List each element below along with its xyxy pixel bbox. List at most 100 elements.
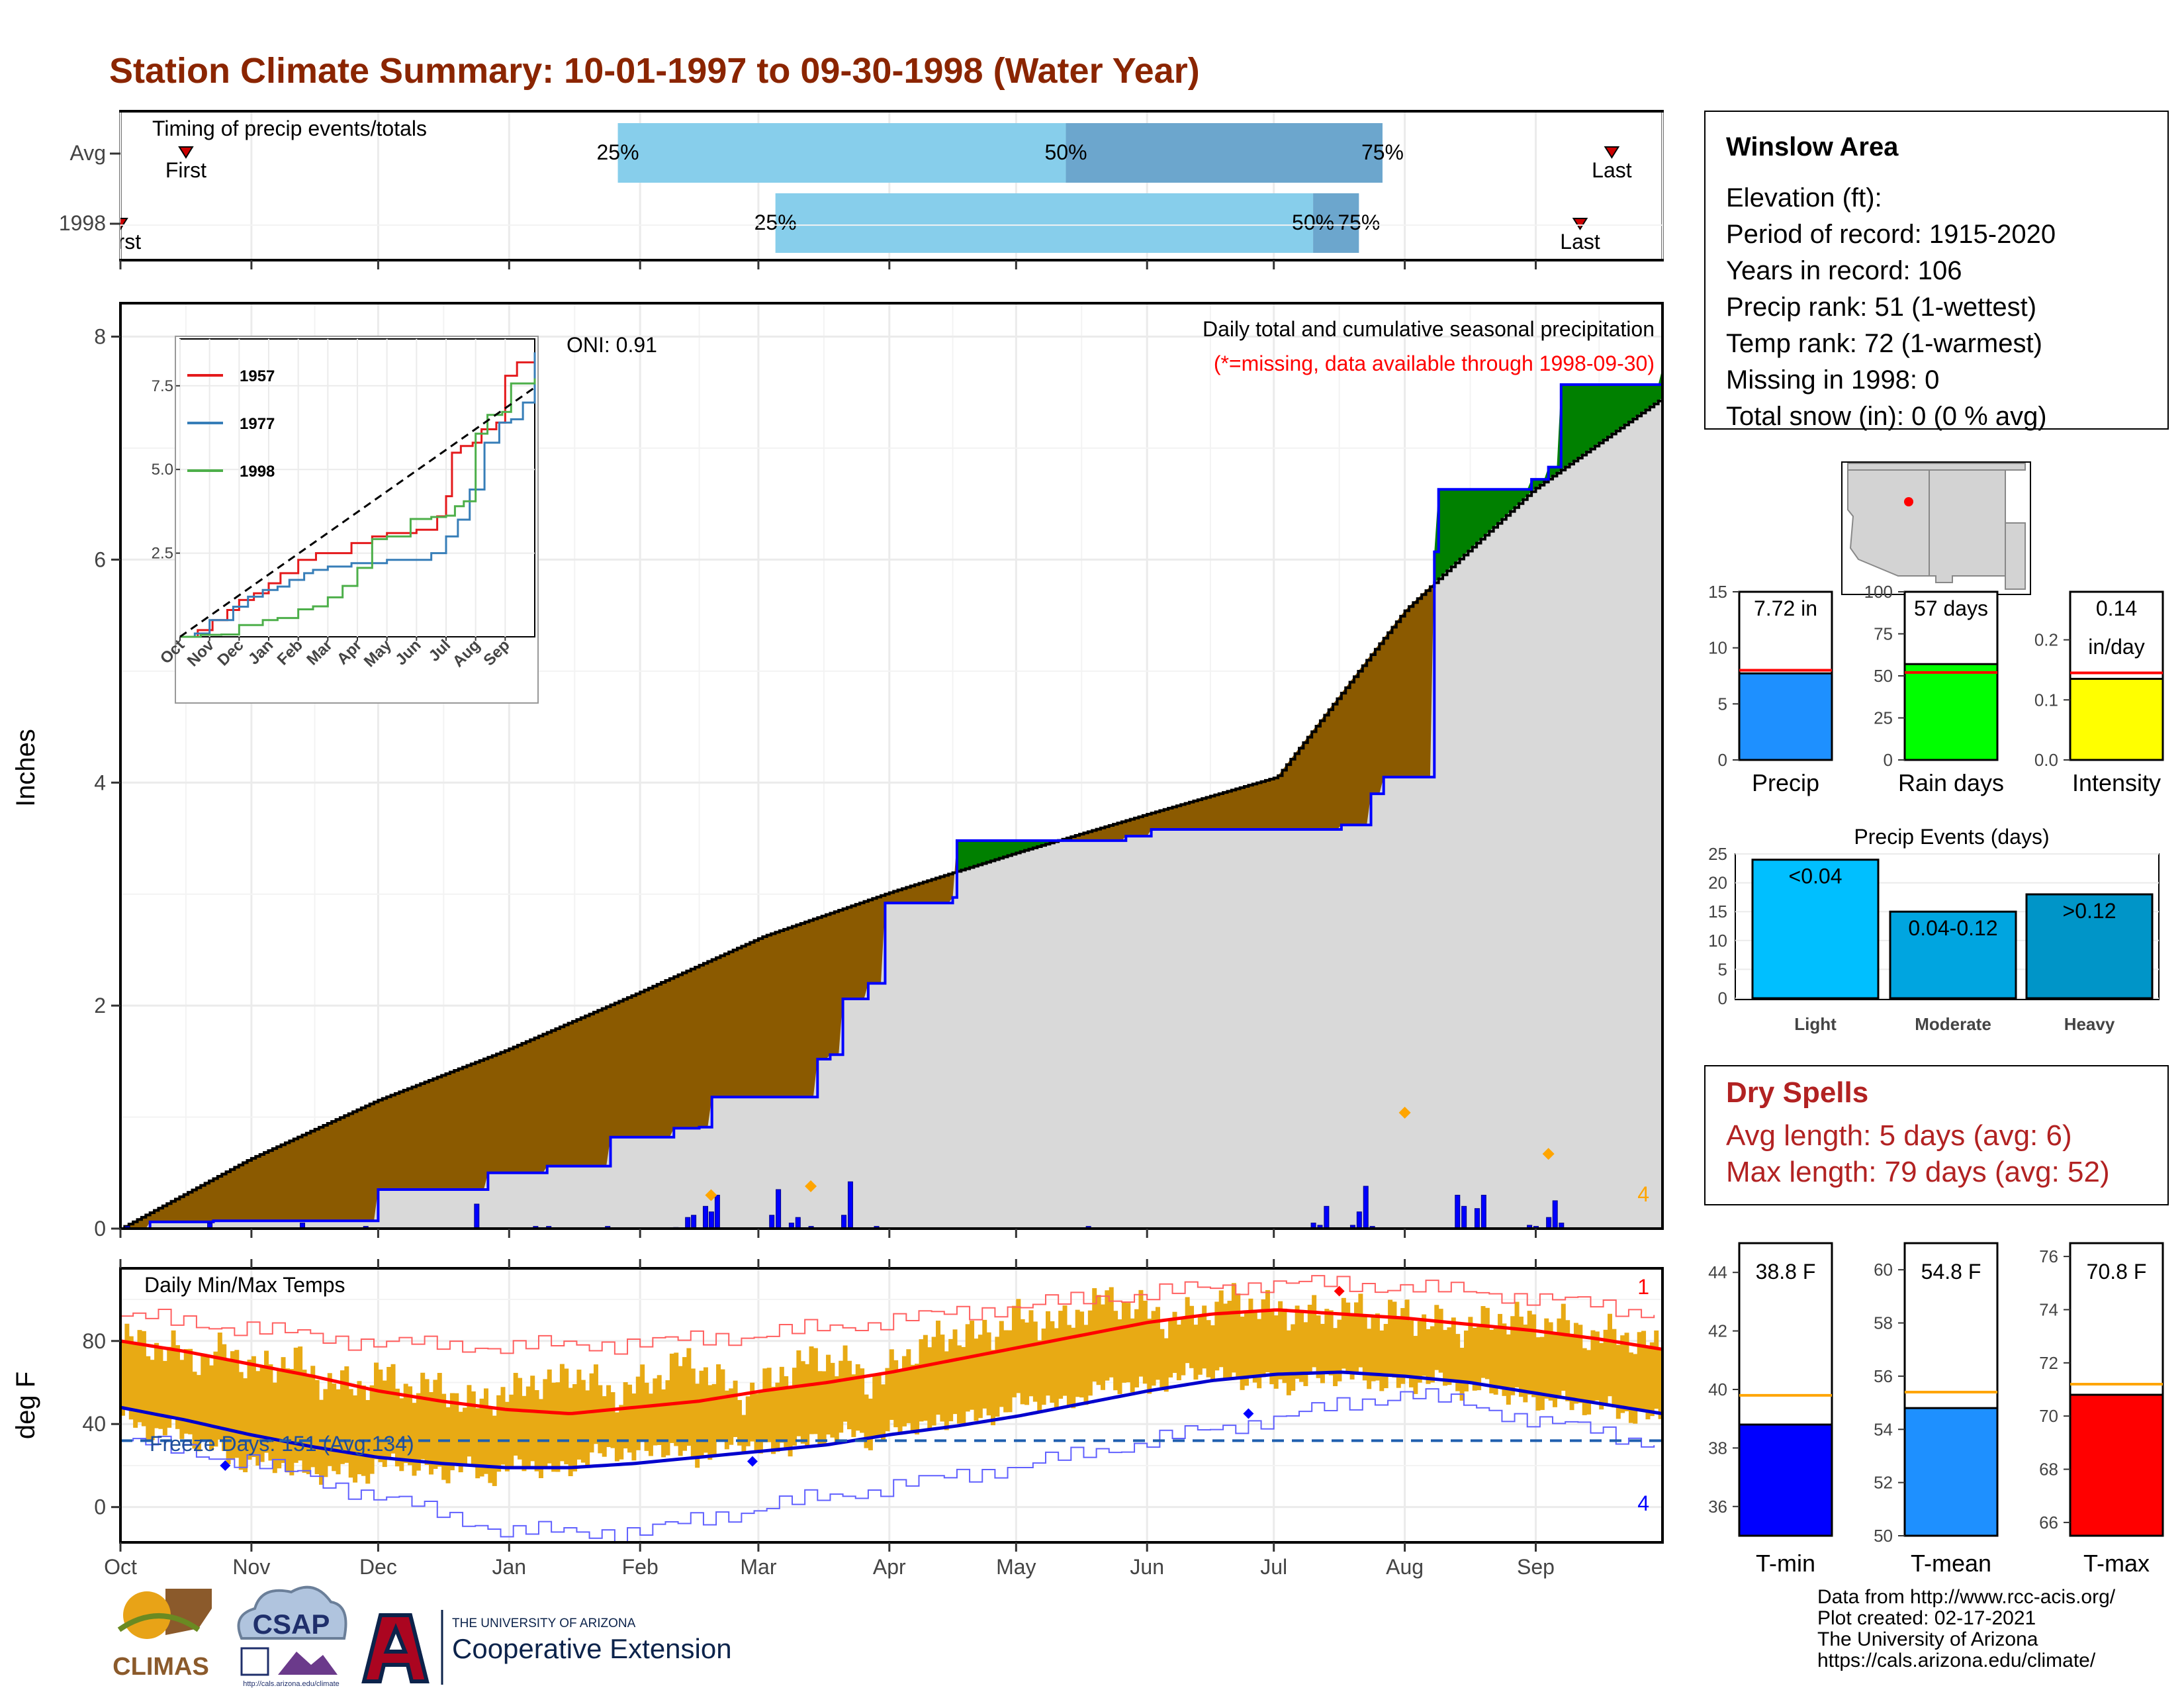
temp-extreme-marker: [220, 1460, 231, 1471]
temp-daily-bar: [1337, 1319, 1342, 1382]
precip-daily-bar: [1461, 1205, 1467, 1229]
temp-daily-bar: [188, 1348, 193, 1434]
temp-daily-bar: [846, 1360, 852, 1430]
temp-daily-bar: [1231, 1283, 1236, 1373]
temp-daily-bar: [374, 1362, 379, 1460]
temp-daily-bar: [357, 1381, 362, 1475]
precip-daily-bar: [847, 1181, 853, 1229]
mini-ytick-label: 0: [1718, 750, 1727, 770]
events-bars: 0 5 10 15 20 25 <0.04 Light 0.04-0.12 Moderate >0.…: [1708, 844, 2159, 1034]
mini-ytick-label: 54: [1874, 1419, 1893, 1439]
observed-cumulative-line: [120, 367, 1664, 1230]
temp-daily-bar: [1573, 1323, 1578, 1404]
temp-daily-bar: [602, 1396, 607, 1457]
temp-daily-bar: [420, 1372, 426, 1460]
mini-t-max: 66 68 70 72 74 76 70.8 F T-max: [2039, 1242, 2164, 1577]
temp-daily-bar: [897, 1371, 903, 1435]
temp-daily-bar: [1633, 1354, 1638, 1424]
station-location-dot: [1904, 497, 1913, 506]
temp-daily-bar: [1261, 1299, 1266, 1378]
temp-daily-bar: [1375, 1313, 1380, 1381]
temp-daily-bar: [707, 1385, 713, 1460]
temp-title: Daily Min/Max Temps: [144, 1273, 345, 1297]
events-title: Precip Events (days): [1854, 825, 2049, 849]
temp-daily-bar: [1087, 1310, 1093, 1396]
temp-daily-bar: [259, 1365, 265, 1462]
precip-daily-bar: [1474, 1208, 1480, 1229]
mini-bar: [2069, 678, 2164, 761]
precip-ytick-label: 4: [94, 771, 106, 794]
credit-line: The University of Arizona: [1817, 1628, 2038, 1650]
events-ytick-label: 0: [1718, 988, 1727, 1008]
temp-daily-bar: [927, 1347, 933, 1430]
temp-daily-bar: [1417, 1321, 1422, 1383]
events-ytick-label: 5: [1718, 959, 1727, 979]
temp-ytick-label: 0: [94, 1495, 106, 1519]
month-label-Dec: Dec: [359, 1555, 397, 1579]
mini-ytick-label: 0: [1884, 750, 1893, 770]
temp-daily-bar: [467, 1385, 472, 1457]
mini-ytick-label: 44: [1708, 1262, 1727, 1282]
month-label-Nov: Nov: [232, 1555, 270, 1579]
temp-daily-bar: [551, 1382, 557, 1472]
temp-daily-bar: [1349, 1315, 1355, 1380]
credit-line: https://cals.arizona.edu/climate/: [1817, 1650, 2096, 1671]
temp-daily-bar: [1658, 1348, 1663, 1419]
temp-daily-bar: [209, 1365, 214, 1451]
mini-value-label: 38.8 F: [1756, 1260, 1816, 1284]
temp-daily-bar: [403, 1383, 408, 1464]
mini-ytick-label: 36: [1708, 1497, 1727, 1517]
inset-legend: 1957 1977 1998: [187, 367, 275, 481]
temp-daily-bar: [572, 1383, 578, 1472]
temp-daily-bar: [1210, 1325, 1215, 1382]
timing-last-marker: [1572, 218, 1588, 230]
precip-daily-bar: [1552, 1200, 1558, 1229]
credit-line: Data from http://www.rcc-acis.org/: [1817, 1586, 2116, 1608]
temp-daily-bar: [1472, 1327, 1477, 1391]
temp-daily-bar: [154, 1342, 159, 1429]
temp-daily-bar: [606, 1385, 612, 1448]
precip-missing-note: (*=missing, data available through 1998-…: [1214, 352, 1655, 375]
temp-daily-bar: [839, 1360, 844, 1433]
precip-daily-bar: [1324, 1205, 1330, 1229]
timing-p50-label: 50%: [1292, 211, 1334, 234]
departure-area: [1058, 551, 1435, 841]
temp-daily-bar: [580, 1380, 586, 1463]
mini-value-label: 7.72 in: [1754, 596, 1817, 620]
temp-daily-bar: [1468, 1317, 1473, 1384]
csap-text: CSAP: [253, 1609, 330, 1640]
temp-daily-bar: [1557, 1318, 1562, 1399]
timing-p25-label: 25%: [597, 140, 639, 164]
temp-daily-bar: [175, 1345, 180, 1429]
temp-daily-bar: [1320, 1323, 1325, 1383]
precip-daily-bar: [1546, 1217, 1552, 1229]
precip-daily-bar: [714, 1194, 720, 1229]
mini-bar: [1738, 1423, 1833, 1537]
precip-ylabel: Inches: [11, 729, 40, 807]
events-bar-moderate: [1889, 910, 2017, 1000]
temp-daily-bar: [779, 1366, 784, 1443]
temp-daily-bar: [1608, 1313, 1612, 1397]
temp-daily-bar: [1645, 1347, 1651, 1420]
temp-daily-bar: [1303, 1322, 1308, 1386]
temp-daily-bar: [445, 1407, 451, 1483]
inset-ytick-label: 2.5: [152, 545, 173, 563]
temp-daily-bar: [1142, 1300, 1148, 1384]
temp-ytick-label: 80: [82, 1329, 106, 1353]
temp-daily-bar: [1092, 1288, 1097, 1382]
mini-t-min: 36 38 40 42 44 38.8 F T-min: [1708, 1242, 1833, 1577]
timing-first-marker: [178, 146, 194, 159]
timing-bar-25-50: [775, 193, 1314, 253]
mini-t-mean: 50 52 54 56 58 60 54.8 F T-mean: [1874, 1242, 1999, 1577]
temp-daily-bar: [1422, 1314, 1427, 1376]
precip-summary-bars: 0 5 10 15 7.72 in Precip 0 25 50 75 100 57 days Rain…: [1708, 582, 2164, 796]
temp-daily-bar: [1032, 1321, 1038, 1402]
temp-daily-bar: [965, 1324, 970, 1412]
timing-p50-label: 50%: [1044, 140, 1087, 164]
temp-daily-bar: [234, 1350, 240, 1458]
avg-cumulative-area: [120, 398, 1662, 1229]
temp-daily-bar: [1100, 1304, 1105, 1390]
temp-daily-bar: [319, 1399, 324, 1485]
temp-daily-bar: [285, 1368, 290, 1473]
